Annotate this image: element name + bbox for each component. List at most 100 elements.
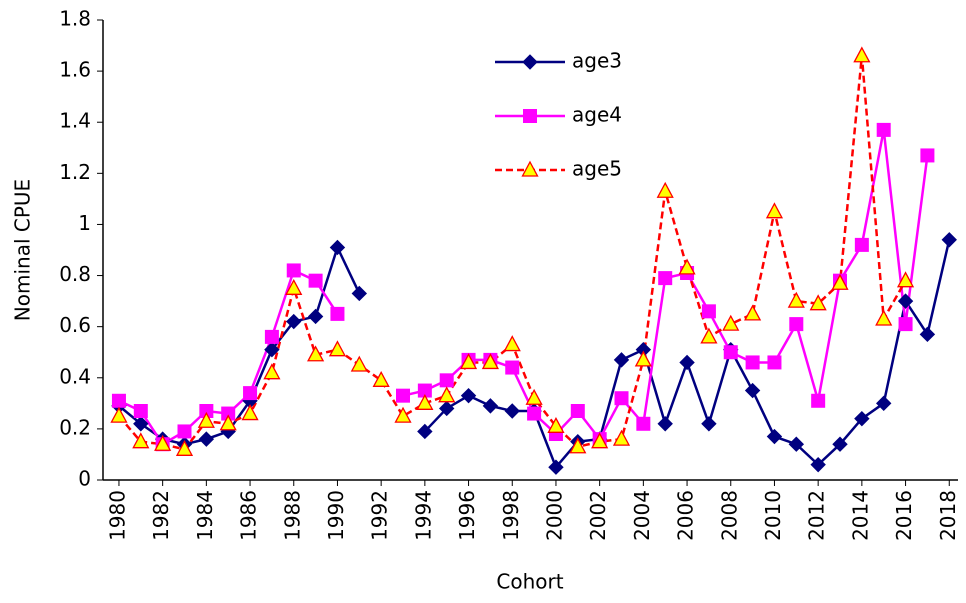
point <box>876 122 891 137</box>
point <box>372 370 390 387</box>
y-tick-label: 1.8 <box>59 7 91 31</box>
point <box>831 273 849 290</box>
x-tick-label: 2016 <box>892 490 916 541</box>
x-tick-label: 2002 <box>586 490 610 541</box>
x-tick-label: 1998 <box>499 490 523 541</box>
point <box>789 317 804 332</box>
point <box>154 434 172 451</box>
x-tick-label: 2000 <box>542 490 566 541</box>
point <box>439 373 454 388</box>
y-tick-label: 1 <box>78 211 91 235</box>
y-tick-label: 0 <box>78 467 91 491</box>
x-tick-label: 2014 <box>848 490 872 541</box>
point <box>811 393 826 408</box>
point <box>896 271 915 288</box>
point <box>548 459 564 475</box>
point <box>767 355 782 370</box>
point <box>854 410 870 427</box>
point <box>854 237 869 252</box>
legend-label: age3 <box>572 49 622 73</box>
point <box>898 317 913 332</box>
point <box>657 416 673 432</box>
point <box>197 411 215 428</box>
point <box>636 416 651 431</box>
point <box>416 393 434 410</box>
point <box>919 326 936 343</box>
point <box>307 308 324 325</box>
x-tick-label: 2012 <box>805 490 829 541</box>
point <box>329 239 346 256</box>
point <box>744 304 762 321</box>
x-tick-label: 2010 <box>761 490 785 541</box>
legend-marker <box>522 54 538 70</box>
point <box>264 341 280 358</box>
x-axis-label: Cohort <box>496 570 563 594</box>
point <box>591 432 609 449</box>
point <box>810 456 826 473</box>
point <box>547 416 565 433</box>
x-tick-label: 2008 <box>717 490 741 541</box>
point <box>614 391 629 406</box>
point <box>613 352 630 368</box>
point <box>438 386 456 403</box>
x-tick-label: 2004 <box>630 490 654 541</box>
x-tick-label: 1980 <box>105 490 129 541</box>
point <box>351 285 368 302</box>
x-tick-label: 1988 <box>280 490 304 541</box>
point <box>505 360 520 375</box>
y-tick-label: 0.2 <box>59 415 91 439</box>
point <box>723 345 738 360</box>
point <box>809 294 827 311</box>
point <box>263 363 281 380</box>
x-tick-label: 1996 <box>455 490 479 541</box>
series-line <box>118 239 951 470</box>
point <box>612 429 631 446</box>
point <box>745 355 760 370</box>
point <box>875 309 893 326</box>
point <box>832 436 848 452</box>
point <box>396 388 411 403</box>
point <box>678 258 696 275</box>
point <box>525 388 543 405</box>
point <box>175 439 194 456</box>
point <box>219 414 237 431</box>
point <box>328 340 347 357</box>
point <box>504 403 520 419</box>
point <box>198 431 215 447</box>
point <box>656 181 674 198</box>
point <box>481 353 499 370</box>
point <box>853 46 871 63</box>
point <box>438 400 455 417</box>
y-tick-label: 1.6 <box>59 58 91 82</box>
y-tick-label: 0.4 <box>59 364 91 388</box>
point <box>264 329 279 344</box>
point <box>394 406 412 423</box>
point <box>417 423 433 440</box>
point <box>765 202 784 219</box>
point <box>307 345 325 362</box>
point <box>634 350 652 367</box>
legend-marker <box>521 160 539 177</box>
legend-label: age4 <box>572 103 622 127</box>
point <box>241 404 259 421</box>
point <box>285 278 303 295</box>
point <box>286 313 302 330</box>
point <box>766 428 783 445</box>
legend-marker <box>523 109 537 123</box>
point <box>350 355 368 372</box>
point <box>722 314 740 331</box>
point <box>243 386 258 401</box>
point <box>920 148 935 163</box>
point <box>701 304 716 319</box>
point <box>570 404 585 418</box>
point <box>503 335 521 352</box>
point <box>679 354 695 371</box>
point <box>308 273 323 288</box>
point <box>569 437 587 454</box>
point <box>133 404 148 418</box>
y-tick-label: 0.8 <box>59 262 91 286</box>
point <box>787 291 805 308</box>
point <box>482 398 499 414</box>
point <box>177 424 192 439</box>
